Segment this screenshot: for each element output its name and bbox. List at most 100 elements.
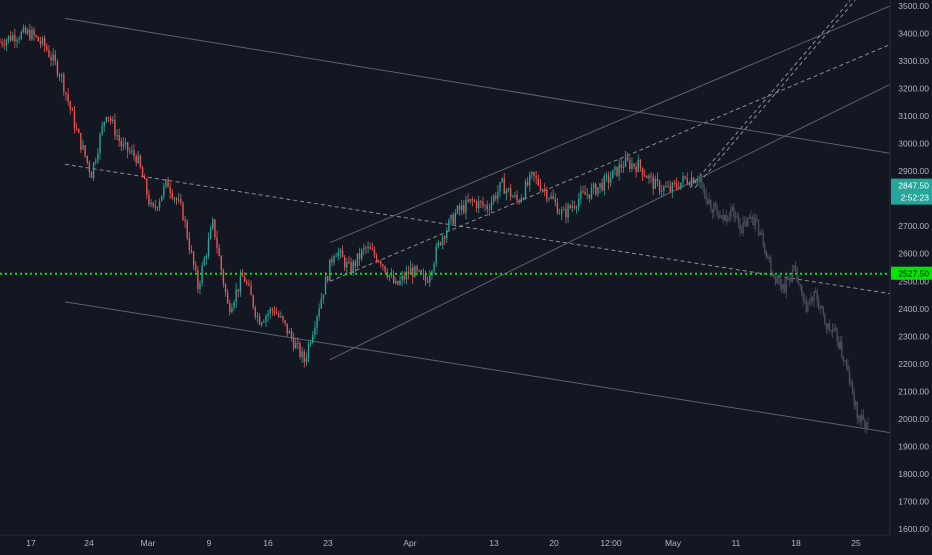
projection-candle-body-101 (854, 401, 857, 405)
candle-body-129 (273, 310, 276, 314)
candle-body-214 (454, 213, 457, 224)
candle-body-18 (37, 36, 39, 42)
projection-candle-body-8 (711, 209, 714, 213)
candle-body-296 (629, 160, 631, 169)
y-tick-label: 2400.00 (898, 304, 929, 314)
candle-body-58 (122, 143, 125, 147)
candle-body-43 (90, 171, 93, 179)
projection-candle-body-33 (750, 217, 752, 219)
candle-body-66 (139, 155, 142, 168)
candle-body-215 (456, 205, 459, 214)
projection-candle-body-92 (841, 341, 843, 357)
projection-candle-body-26 (739, 222, 741, 231)
projection-candle-body-99 (851, 383, 854, 393)
projection-candle-body-42 (764, 245, 766, 252)
candle-body-258 (548, 198, 550, 200)
candle-body-95 (201, 265, 203, 283)
candle-body-100 (212, 219, 214, 229)
candle-body-113 (239, 275, 242, 292)
candle-body-37 (78, 129, 80, 133)
candle-body-91 (192, 251, 195, 266)
candle-body-53 (112, 119, 114, 122)
y-tick-label: 1700.00 (898, 496, 929, 506)
current-price-label: 2847.50 (898, 181, 929, 191)
price-badges: 2847.50 2:52:23 2527.50 (891, 178, 932, 280)
candle-body-248 (526, 181, 529, 186)
candle-body-250 (531, 172, 533, 175)
projection-candle-body-94 (844, 360, 846, 362)
candle-body-154 (326, 276, 329, 281)
projection-candle-body-22 (733, 207, 735, 217)
candle-body-243 (516, 195, 518, 201)
x-tick-label: 9 (207, 538, 212, 548)
candle-body-92 (195, 265, 197, 271)
candle-body-302 (641, 167, 644, 176)
y-tick-label: 2100.00 (898, 386, 929, 396)
candle-body-81 (171, 192, 174, 199)
candle-body-105 (222, 270, 225, 285)
projection-candle-body-50 (776, 276, 778, 284)
candle-body-277 (588, 194, 591, 199)
candle-body-272 (578, 198, 580, 208)
y-tick-label: 2300.00 (898, 331, 929, 341)
y-tick-label: 2500.00 (898, 276, 929, 286)
projection-candle-body-31 (747, 217, 749, 227)
candle-body-45 (95, 160, 97, 163)
projection-candle-body-13 (719, 216, 721, 219)
candle-body-191 (405, 271, 408, 280)
candle-body-0 (0, 41, 1, 43)
candle-body-197 (418, 270, 420, 272)
projection-candle-body-100 (853, 392, 855, 405)
candle-body-33 (69, 101, 71, 110)
projection-candle-body-16 (723, 214, 726, 221)
projection-candle-body-54 (782, 284, 784, 289)
candle-body-90 (190, 250, 193, 252)
candle-body-194 (412, 267, 414, 278)
candle-body-25 (52, 54, 54, 61)
candle-body-307 (652, 176, 654, 189)
candle-body-1 (1, 41, 3, 45)
candle-body-87 (184, 219, 186, 222)
projection-candle-body-68 (804, 299, 806, 302)
y-tick-label: 3400.00 (898, 29, 929, 39)
candle-body-207 (439, 242, 442, 245)
candle-body-22 (46, 46, 48, 51)
candle-body-204 (433, 263, 435, 272)
candle-body-175 (371, 249, 374, 251)
candle-body-316 (671, 182, 674, 192)
candle-body-26 (54, 54, 57, 62)
candle-body-97 (205, 256, 208, 259)
projection-candle-body-81 (824, 313, 826, 324)
candle-body-187 (397, 281, 399, 285)
candle-body-14 (29, 30, 31, 40)
candle-body-135 (286, 323, 288, 334)
candle-body-253 (537, 178, 539, 185)
projection-candle-body-67 (802, 292, 804, 300)
projection-candle-body-6 (708, 199, 710, 204)
candle-body-67 (141, 167, 144, 178)
candle-body-323 (686, 178, 688, 184)
candle-body-124 (263, 321, 265, 323)
candle-body-156 (331, 259, 333, 263)
candle-body-181 (384, 266, 386, 273)
candle-body-242 (514, 195, 516, 197)
candle-body-192 (407, 271, 410, 275)
candle-body-15 (31, 29, 33, 40)
x-tick-label: 17 (26, 538, 36, 548)
candle-body-21 (43, 38, 46, 47)
countdown-label: 2:52:23 (901, 193, 930, 203)
candle-body-236 (501, 178, 503, 183)
candle-body-166 (352, 261, 354, 274)
candle-body-148 (314, 327, 316, 335)
candle-body-6 (12, 35, 14, 41)
candle-body-12 (24, 27, 27, 34)
candle-body-122 (258, 315, 261, 325)
candle-body-211 (448, 219, 450, 231)
projection-candle-body-18 (727, 219, 729, 221)
projection-candle-body-24 (736, 216, 738, 218)
candle-body-145 (307, 344, 310, 358)
candle-body-202 (429, 275, 431, 283)
candle-body-270 (573, 206, 576, 208)
candle-body-79 (167, 179, 169, 188)
